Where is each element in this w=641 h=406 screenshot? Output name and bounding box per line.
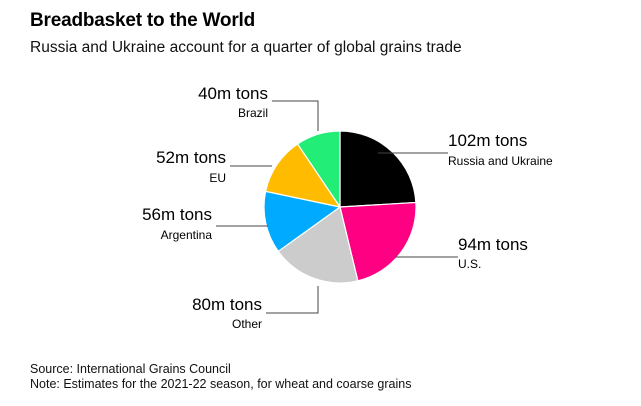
leader-lines	[216, 100, 458, 314]
pie-slices	[263, 130, 417, 284]
slice-value-label: 52m tons	[156, 148, 226, 167]
footnote: Note: Estimates for the 2021-22 season, …	[30, 377, 412, 391]
slice-name-label: U.S.	[458, 257, 481, 271]
slice-name-label: Other	[232, 317, 262, 331]
chart-title: Breadbasket to the World	[30, 10, 255, 31]
source-note: Source: International Grains Council	[30, 362, 231, 376]
slice-value-label: 40m tons	[198, 84, 268, 103]
pie-slice-argentina	[263, 190, 342, 253]
pie-slice-brazil	[296, 130, 341, 209]
pie-slice-other	[277, 205, 359, 284]
slice-value-label: 80m tons	[192, 295, 262, 314]
slice-name-label: Russia and Ukraine	[448, 154, 553, 168]
slice-value-label: 102m tons	[448, 131, 527, 150]
slice-value-label: 94m tons	[458, 235, 528, 254]
pie-slice-eu	[264, 143, 342, 208]
slice-name-label: EU	[209, 171, 226, 185]
pie-slice-russia-and-ukraine	[339, 130, 417, 208]
leader-line	[266, 286, 319, 314]
slice-name-label: Argentina	[161, 228, 213, 242]
slice-name-label: Brazil	[238, 106, 268, 120]
slice-labels: 102m tons Russia and Ukraine 94m tons U.S. 8…	[142, 84, 553, 331]
chart-subtitle: Russia and Ukraine account for a quarter…	[30, 39, 462, 56]
leader-line	[272, 100, 319, 131]
pie-slice-u-s	[339, 201, 417, 282]
slice-value-label: 56m tons	[142, 205, 212, 224]
